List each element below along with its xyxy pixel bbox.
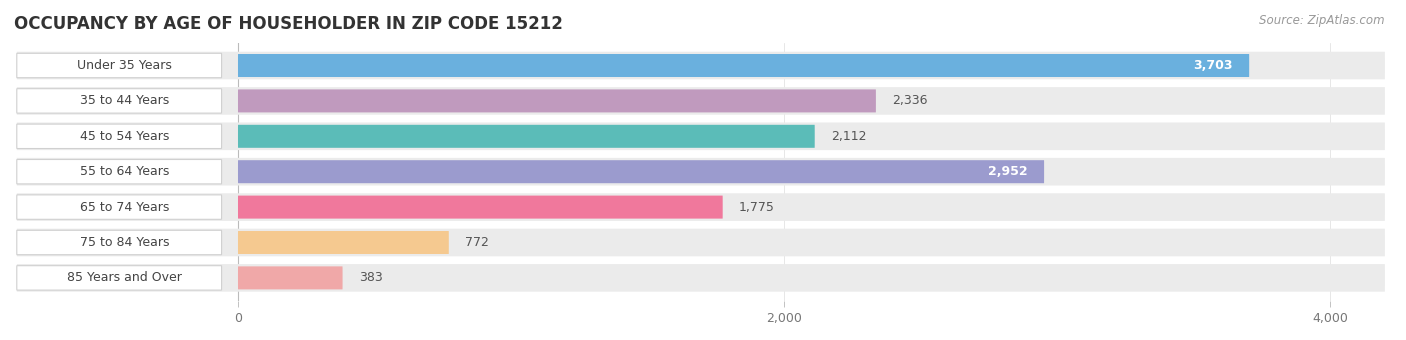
FancyBboxPatch shape: [17, 230, 222, 255]
Text: 35 to 44 Years: 35 to 44 Years: [80, 95, 169, 107]
FancyBboxPatch shape: [17, 52, 1385, 79]
FancyBboxPatch shape: [238, 266, 343, 289]
FancyBboxPatch shape: [17, 193, 1385, 221]
Text: 45 to 54 Years: 45 to 54 Years: [80, 130, 169, 143]
Text: 772: 772: [465, 236, 489, 249]
FancyBboxPatch shape: [238, 54, 1249, 77]
FancyBboxPatch shape: [17, 195, 222, 219]
Text: 1,775: 1,775: [740, 201, 775, 214]
FancyBboxPatch shape: [17, 124, 222, 149]
FancyBboxPatch shape: [17, 266, 222, 290]
Text: 2,952: 2,952: [988, 165, 1028, 178]
Text: OCCUPANCY BY AGE OF HOUSEHOLDER IN ZIP CODE 15212: OCCUPANCY BY AGE OF HOUSEHOLDER IN ZIP C…: [14, 15, 562, 33]
FancyBboxPatch shape: [238, 89, 876, 113]
Text: 55 to 64 Years: 55 to 64 Years: [80, 165, 169, 178]
FancyBboxPatch shape: [17, 122, 1385, 150]
FancyBboxPatch shape: [17, 89, 222, 113]
FancyBboxPatch shape: [17, 53, 222, 78]
FancyBboxPatch shape: [238, 195, 723, 219]
Text: Under 35 Years: Under 35 Years: [77, 59, 172, 72]
Text: Source: ZipAtlas.com: Source: ZipAtlas.com: [1260, 14, 1385, 27]
Text: 383: 383: [359, 271, 382, 284]
FancyBboxPatch shape: [17, 264, 1385, 292]
Text: 2,336: 2,336: [893, 95, 928, 107]
Text: 85 Years and Over: 85 Years and Over: [67, 271, 183, 284]
Text: 3,703: 3,703: [1194, 59, 1233, 72]
FancyBboxPatch shape: [17, 229, 1385, 256]
FancyBboxPatch shape: [17, 158, 1385, 186]
Text: 2,112: 2,112: [831, 130, 866, 143]
FancyBboxPatch shape: [17, 87, 1385, 115]
FancyBboxPatch shape: [238, 231, 449, 254]
Text: 65 to 74 Years: 65 to 74 Years: [80, 201, 169, 214]
FancyBboxPatch shape: [17, 159, 222, 184]
FancyBboxPatch shape: [238, 160, 1045, 183]
Text: 75 to 84 Years: 75 to 84 Years: [80, 236, 169, 249]
FancyBboxPatch shape: [238, 125, 814, 148]
